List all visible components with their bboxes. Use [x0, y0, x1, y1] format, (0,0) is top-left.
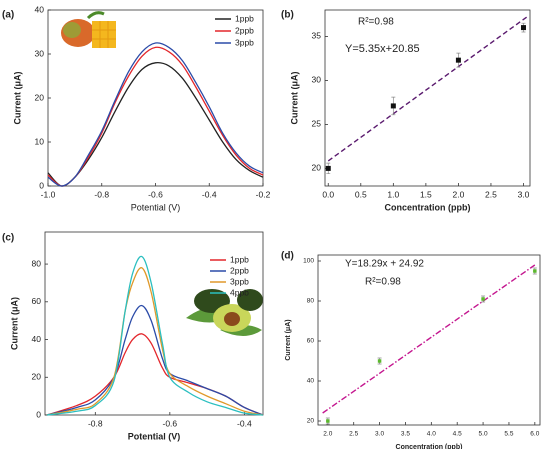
series-line: [47, 62, 264, 187]
y-tick-label: 20: [312, 163, 322, 173]
y-axis-label: Current (μA): [285, 319, 292, 360]
y-tick-label: 100: [303, 258, 314, 265]
y-tick-label: 20: [32, 372, 42, 382]
plot-frame: [317, 254, 541, 426]
x-tick-label: -0.6: [163, 418, 178, 428]
x-tick-label: 4.0: [427, 431, 436, 438]
data-point: [390, 103, 396, 109]
legend-label: 4ppb: [230, 287, 249, 297]
x-tick-label: 2.5: [485, 189, 497, 199]
x-axis-label: Concentration (ppb): [385, 202, 471, 212]
data-point: [455, 57, 461, 63]
panel-label: (c): [2, 233, 14, 244]
x-tick-label: -0.4: [202, 189, 217, 199]
y-tick-label: 10: [35, 136, 45, 146]
trend-line: [327, 16, 528, 162]
x-tick-label: 3.5: [401, 431, 410, 438]
legend-label: 3ppb: [230, 276, 249, 286]
y-axis-label: Current (μA): [289, 71, 299, 124]
y-tick-label: 40: [307, 378, 315, 385]
x-tick-label: 2.5: [349, 431, 358, 438]
y-tick-label: 40: [32, 334, 42, 344]
x-tick-label: 5.0: [479, 431, 488, 438]
series-line: [46, 333, 264, 416]
data-point: [481, 297, 485, 301]
x-tick-label: -0.6: [148, 189, 163, 199]
x-tick-label: -1.0: [41, 189, 56, 199]
x-tick-label: -0.2: [256, 189, 271, 199]
data-point: [326, 419, 330, 423]
x-tick-label: 2.0: [323, 431, 332, 438]
plot-frame: [324, 9, 531, 187]
avocado-image: [186, 289, 263, 336]
x-tick-label: 0.0: [322, 189, 334, 199]
series-line: [47, 46, 264, 187]
x-axis-label: Potential (V): [131, 202, 181, 212]
annotation: R²=0.98: [358, 17, 394, 28]
y-tick-label: 80: [32, 258, 42, 268]
y-tick-label: 80: [307, 298, 315, 305]
x-axis-label: Concentration (ppb): [396, 444, 463, 449]
annotation: R²=0.98: [365, 277, 401, 288]
y-tick-label: 40: [35, 4, 45, 14]
x-tick-label: 1.5: [420, 189, 432, 199]
y-axis-label: Current (μA): [12, 71, 22, 124]
panel-label: (d): [281, 251, 294, 262]
mango-image: [61, 11, 116, 48]
x-tick-label: 2.0: [452, 189, 464, 199]
series-line: [46, 255, 264, 416]
plot-frame: [44, 231, 264, 416]
series-line: [46, 267, 264, 416]
y-axis-label: Current (μA): [9, 297, 19, 350]
panel-label: (a): [2, 10, 14, 21]
x-tick-label: 3.0: [375, 431, 384, 438]
x-tick-label: 5.5: [504, 431, 513, 438]
x-tick-label: 4.5: [453, 431, 462, 438]
series-line: [46, 304, 264, 416]
y-tick-label: 60: [32, 296, 42, 306]
x-tick-label: 1.0: [387, 189, 399, 199]
x-tick-label: 0.5: [355, 189, 367, 199]
data-point: [533, 269, 537, 273]
x-tick-label: 3.0: [518, 189, 530, 199]
y-tick-label: 60: [307, 338, 315, 345]
y-tick-label: 30: [312, 75, 322, 85]
annotation: Y=18.29x + 24.92: [345, 259, 424, 270]
legend-label: 2ppb: [235, 25, 254, 35]
legend-label: 3ppb: [235, 37, 254, 47]
legend-label: 2ppb: [230, 265, 249, 275]
x-tick-label: -0.4: [237, 418, 252, 428]
y-tick-label: 30: [35, 48, 45, 58]
x-tick-label: 6.0: [530, 431, 539, 438]
trend-line: [322, 264, 536, 414]
x-axis-label: Potential (V): [128, 431, 181, 441]
panel-label: (b): [281, 10, 294, 21]
x-tick-label: -0.8: [94, 189, 109, 199]
series-line: [47, 42, 264, 187]
x-tick-label: -0.8: [88, 418, 103, 428]
legend-label: 1ppb: [230, 254, 249, 264]
annotation: Y=5.35x+20.85: [345, 43, 420, 55]
y-tick-label: 0: [36, 409, 41, 419]
data-point: [325, 165, 331, 171]
y-tick-label: 20: [307, 418, 315, 425]
y-tick-label: 25: [312, 119, 322, 129]
y-tick-label: 35: [312, 31, 322, 41]
data-point: [520, 25, 526, 31]
legend-label: 1ppb: [235, 13, 254, 23]
y-tick-label: 20: [35, 92, 45, 102]
y-tick-label: 0: [39, 180, 44, 190]
data-point: [377, 359, 382, 363]
